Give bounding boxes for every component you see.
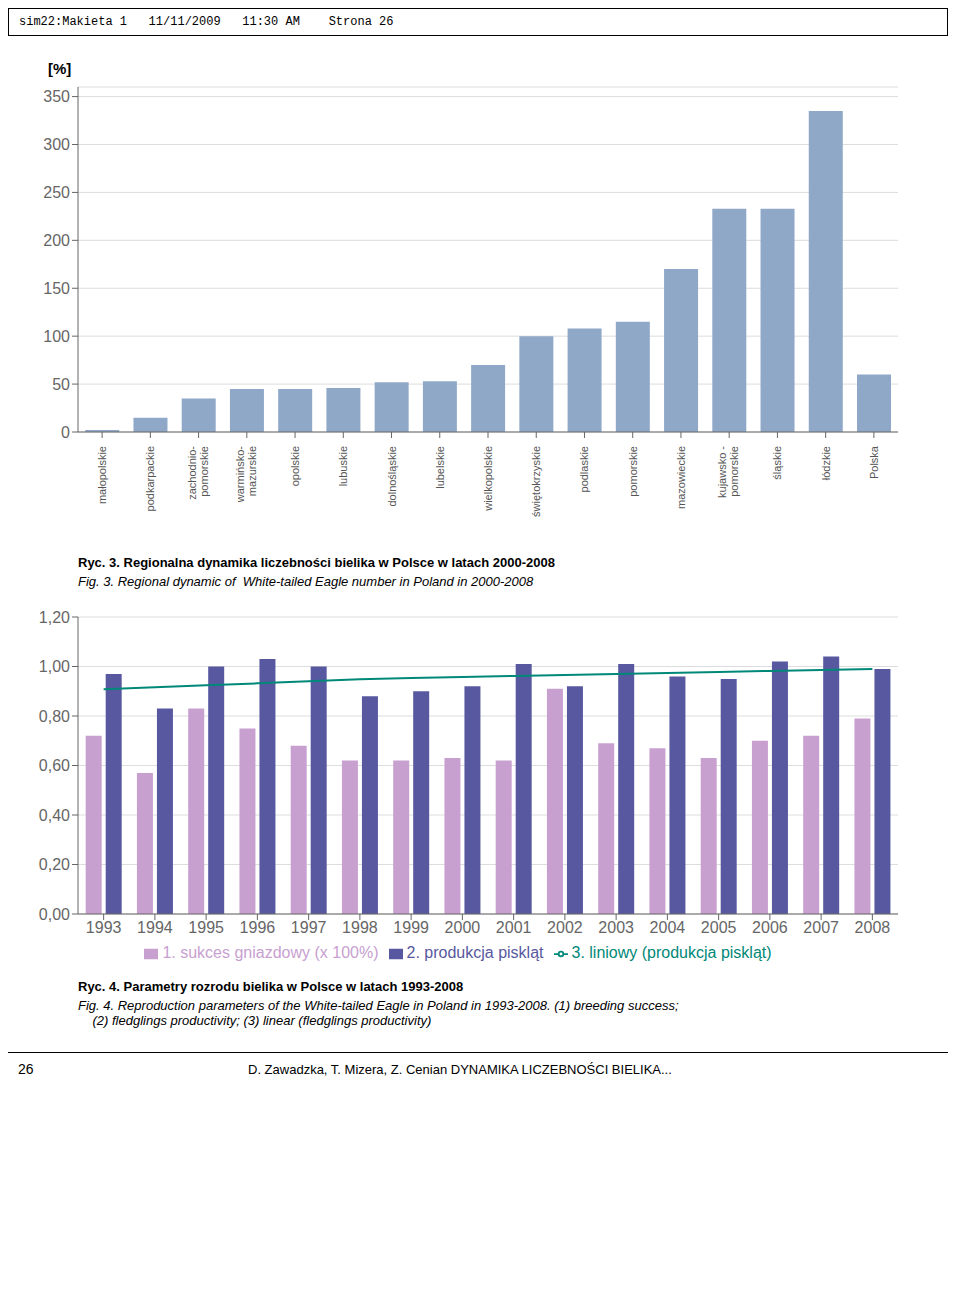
svg-text:wielkopolskie: wielkopolskie [482,446,494,512]
html-text:D. Zawadzka, T. Mizera, Z. Cen: D. Zawadzka, T. Mizera, Z. Cenian DYNAMI… [248,1062,672,1077]
svg-text:lubelskie: lubelskie [434,446,446,489]
svg-text:0,60: 0,60 [39,757,70,774]
html-text:2. produkcja piskląt: 2. produkcja piskląt [406,944,544,961]
svg-text:0,80: 0,80 [39,708,70,725]
html-text:Fig. 4. Reproduction parameter: Fig. 4. Reproduction parameters of the W… [78,998,679,1028]
svg-text:1996: 1996 [240,919,276,936]
svg-text:2005: 2005 [701,919,737,936]
svg-text:podlaskie: podlaskie [578,446,590,492]
svg-text:lubuskie: lubuskie [337,446,349,486]
svg-text:1998: 1998 [342,919,378,936]
svg-text:łódzkie: łódzkie [820,446,832,480]
svg-text:1,00: 1,00 [39,658,70,675]
svg-text:1994: 1994 [137,919,173,936]
html-text:Ryc. 4. Parametry rozrodu biel: Ryc. 4. Parametry rozrodu bielika w Pols… [78,979,464,994]
svg-text:2007: 2007 [803,919,839,936]
svg-text:1999: 1999 [393,919,429,936]
svg-text:2006: 2006 [752,919,788,936]
html-text:sim22:Makieta 1 11/11/2009 11:: sim22:Makieta 1 11/11/2009 11:30 AM Stro… [19,15,394,29]
svg-text:0,40: 0,40 [39,807,70,824]
html-text:26: 26 [18,1061,34,1077]
svg-text:200: 200 [43,232,70,249]
svg-text:2000: 2000 [445,919,481,936]
svg-text:350: 350 [43,88,70,105]
svg-text:mazowieckie: mazowieckie [675,446,687,509]
svg-text:0: 0 [61,424,70,441]
svg-text:300: 300 [43,136,70,153]
svg-text:zachodnio-pomorskie: zachodnio-pomorskie [186,446,210,500]
svg-text:1995: 1995 [188,919,224,936]
html-text:Fig. 3. Regional dynamic of Wh: Fig. 3. Regional dynamic of White-tailed… [78,574,534,589]
svg-text:małopolskie: małopolskie [96,446,108,504]
svg-text:1997: 1997 [291,919,327,936]
svg-text:warmińsko-mazurskie: warmińsko-mazurskie [234,446,258,504]
svg-text:dolnośląskie: dolnośląskie [386,446,398,507]
svg-text:250: 250 [43,184,70,201]
svg-text:kujawsko -pomorskie: kujawsko -pomorskie [716,446,740,498]
svg-text:pomorskie: pomorskie [627,446,639,497]
svg-text:2003: 2003 [598,919,634,936]
svg-text:opolskie: opolskie [289,446,301,486]
svg-text:podkarpackie: podkarpackie [144,446,156,511]
svg-text:świętokrzyskie: świętokrzyskie [530,446,542,517]
svg-text:100: 100 [43,328,70,345]
html-text:Ryc. 3. Regionalna dynamika li: Ryc. 3. Regionalna dynamika liczebności … [78,555,555,570]
svg-text:1,20: 1,20 [39,609,70,626]
svg-text:0,20: 0,20 [39,856,70,873]
svg-text:0,00: 0,00 [39,906,70,923]
html-text:1. sukces gniazdowy (x 100%): 1. sukces gniazdowy (x 100%) [162,944,379,961]
svg-text:2001: 2001 [496,919,532,936]
svg-text:śląskie: śląskie [771,446,783,480]
svg-text:50: 50 [52,376,70,393]
svg-text:150: 150 [43,280,70,297]
svg-text:Polska: Polska [868,445,880,479]
svg-text:2004: 2004 [650,919,686,936]
svg-text:2002: 2002 [547,919,583,936]
svg-text:1993: 1993 [86,919,122,936]
svg-text:2008: 2008 [855,919,891,936]
html-text:3. liniowy (produkcja piskląt): 3. liniowy (produkcja piskląt) [571,944,772,961]
